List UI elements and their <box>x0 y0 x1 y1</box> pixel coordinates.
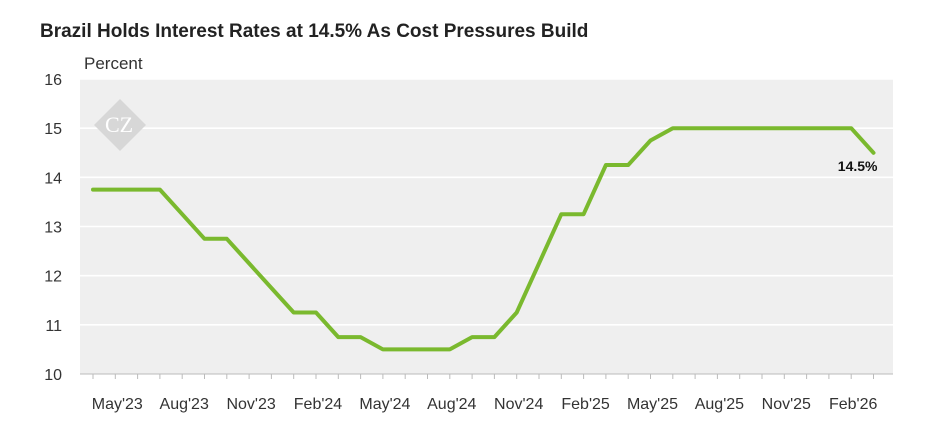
x-tick-label: Feb'24 <box>294 396 343 413</box>
x-tick-label: May'24 <box>359 396 410 413</box>
x-tick-label: Aug'23 <box>160 396 209 413</box>
y-tick-label: 12 <box>44 269 62 286</box>
gridlines <box>80 78 893 326</box>
series-line <box>91 126 876 352</box>
end-value-label: 14.5% <box>838 158 878 174</box>
x-tick-label: Nov'25 <box>762 396 811 413</box>
watermark-logo: CZ <box>94 99 146 151</box>
y-tick-label: 10 <box>44 367 62 384</box>
x-tick-label: Nov'23 <box>226 396 275 413</box>
cz-logo-text: CZ <box>105 112 133 137</box>
x-tick-label: Nov'24 <box>494 396 543 413</box>
chart-title: Brazil Holds Interest Rates at 14.5% As … <box>40 21 589 42</box>
x-tick-label: Aug'25 <box>695 396 744 413</box>
y-tick-label: 16 <box>44 72 62 89</box>
y-tick-label: 13 <box>44 220 62 237</box>
x-tick-label: May'25 <box>627 396 678 413</box>
x-axis-ticks: May'23 Aug'23 Nov'23 Feb'24 May'24 Aug'24 Nov'… <box>92 374 878 413</box>
y-axis-unit-label: Percent <box>84 54 143 73</box>
x-tick-label: Feb'26 <box>829 396 878 413</box>
y-tick-label: 15 <box>44 121 62 138</box>
y-axis-ticks: 10 11 12 13 14 15 16 <box>44 72 62 384</box>
x-tick-label: Aug'24 <box>427 396 476 413</box>
x-tick-label: Feb'25 <box>561 396 610 413</box>
y-tick-label: 11 <box>45 318 62 335</box>
cz-logo-icon <box>94 99 146 151</box>
x-tick-label: May'23 <box>92 396 143 413</box>
y-tick-label: 14 <box>44 170 62 187</box>
